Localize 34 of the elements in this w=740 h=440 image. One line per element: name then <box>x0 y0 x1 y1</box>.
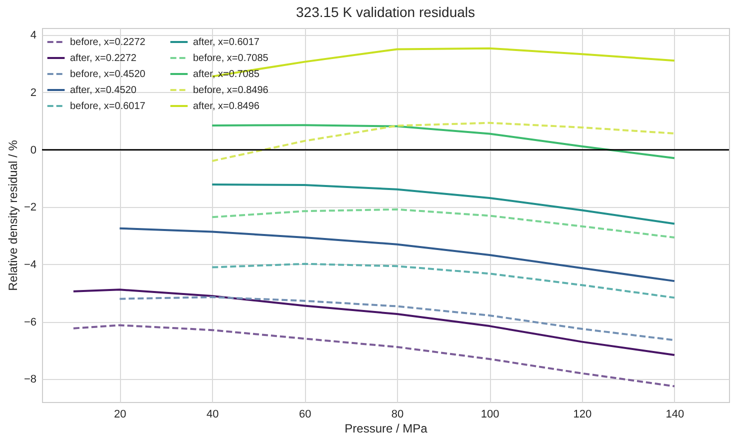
y-tick-label: −2 <box>24 202 36 214</box>
legend-label: before, x=0.4520 <box>70 69 146 80</box>
line-series <box>211 262 676 299</box>
legend-label: before, x=0.6017 <box>70 101 146 112</box>
line-series <box>211 208 676 238</box>
x-tick-label: 20 <box>114 408 126 420</box>
y-tick-label: 0 <box>30 144 36 156</box>
x-tick-label: 60 <box>298 408 312 420</box>
legend-label: after, x=0.4520 <box>70 85 137 96</box>
x-axis-title: Pressure / MPa <box>344 422 428 436</box>
line-series <box>72 324 676 388</box>
y-tick-label: −4 <box>24 258 36 271</box>
legend-label: after, x=0.8496 <box>193 101 260 112</box>
x-tick-label: 120 <box>573 408 592 420</box>
x-tick-label: 140 <box>666 408 684 420</box>
chart-title: 323.15 K validation residuals <box>296 4 476 20</box>
y-axis-title: Relative density residual / % <box>6 140 20 291</box>
y-tick-label: 2 <box>30 86 36 99</box>
y-tick-label: −6 <box>24 316 36 328</box>
line-series <box>118 296 676 342</box>
x-tick-label: 100 <box>480 408 500 420</box>
line-series <box>211 183 676 225</box>
x-tick-label: 40 <box>206 408 219 420</box>
legend-label: before, x=0.2272 <box>70 37 146 48</box>
line-series <box>72 288 676 356</box>
legend-label: after, x=0.6017 <box>193 37 260 48</box>
line-series <box>118 227 676 282</box>
y-tick-label: 4 <box>30 30 36 42</box>
legend-label: before, x=0.7085 <box>193 53 269 64</box>
legend-label: before, x=0.8496 <box>193 85 269 96</box>
legend-label: after, x=0.2272 <box>70 53 137 64</box>
y-tick-label: −8 <box>24 374 36 386</box>
legend-label: after, x=0.7085 <box>193 69 260 80</box>
x-tick-label: 80 <box>391 408 404 420</box>
